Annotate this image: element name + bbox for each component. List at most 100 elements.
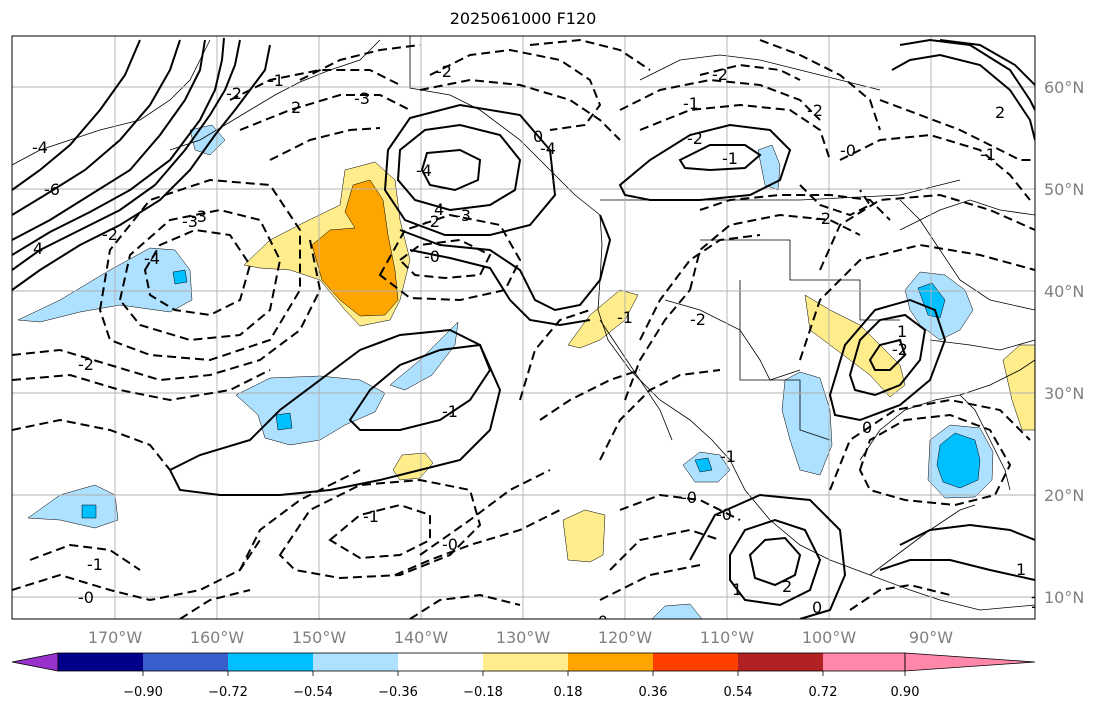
colorbar: −0.90 −0.72 −0.54 −0.36 −0.18 0.18 0.36 … [11,652,1036,700]
colorbar-segment [738,653,823,671]
colorbar-tick-label: −0.90 [123,685,163,700]
shade-yellow [562,509,606,563]
negative-contours [12,38,1035,619]
contour-label: -1 [720,447,736,466]
colorbar-segment [483,653,568,671]
contour-label: -2 [687,129,703,148]
contour-label: 2 [995,103,1005,122]
contour-label: -1 [363,507,379,526]
lon-label: 150°W [292,628,347,647]
colorbar-frame [57,652,906,672]
map-title: 2025061000 F120 [449,9,597,28]
contour-label: -2 [712,65,728,84]
contour-label: -3 [191,207,207,226]
colorbar-segment [58,653,143,671]
contour-label: 0 [862,418,872,437]
lat-label: 30°N [1044,384,1084,403]
map-background [12,36,1035,619]
contour-label: -0 [442,535,458,554]
colorbar-segment [143,653,228,671]
shade-blue [81,504,97,519]
colorbar-tick-label: 0.72 [809,685,838,700]
contour-labels: -2 -3 -1 -2 2 -1 -4 -2 -4 -3 0 1 -2 -1 -… [32,62,1040,631]
shade-yellow [804,294,906,398]
contour-label: -1 [683,94,699,113]
contour-label: -2 [102,225,118,244]
lon-label: 130°W [496,628,551,647]
colorbar-min-extend [11,652,59,672]
colorbar-tick-label: 0.54 [724,685,753,700]
contour-label: -0 [592,612,608,631]
colorbar-tick-label: −0.18 [463,685,503,700]
colorbar-tick-label: −0.36 [378,685,418,700]
contour-label: -0 [840,141,856,160]
colorbar-segment [313,653,398,671]
colorbar-segment [398,653,483,671]
contour-label: -4 [540,139,556,158]
contour-label: -2 [78,355,94,374]
latitude-labels: 60°N 50°N 40°N 30°N 20°N 10°N [1044,78,1084,607]
contour-label: -0 [424,247,440,266]
longitude-labels: 170°W 160°W 150°W 140°W 130°W 120°W 110°… [88,628,953,647]
contour-label: -4 [32,138,48,157]
contour-label: -2 [815,209,831,228]
lon-label: 90°W [909,628,953,647]
shade-light-blue [651,603,703,619]
contour-label: -1 [87,555,103,574]
shade-orange [311,179,399,317]
positive-contours [12,37,1035,619]
contour-label: 1 [1016,560,1026,579]
contour-label: 1 [732,580,742,599]
contour-label: -3 [455,206,471,225]
shade-blue [694,457,713,473]
shade-light-blue [757,144,781,191]
contour-label: -2 [690,310,706,329]
contour-label: 1 [1030,593,1040,612]
colorbar-segment [823,653,905,671]
lat-label: 10°N [1044,588,1084,607]
contour-label: -1 [442,402,458,421]
contour-label: -6 [44,180,60,199]
contour-label: -3 [182,212,198,231]
colorbar-tick-label: 0.18 [554,685,583,700]
contour-label: 1 [897,322,907,341]
shade-yellow [1002,344,1035,431]
contour-label: 4 [434,200,444,219]
lat-label: 40°N [1044,282,1084,301]
shade-blue [275,412,293,431]
colorbar-tick-label: −0.72 [208,685,248,700]
contour-label: -1 [722,149,738,168]
contour-label: 4 [33,239,43,258]
colorbar-tick-label: 0.90 [891,685,920,700]
shade-light-blue [781,371,833,476]
contour-label: 0 [533,127,543,146]
lon-label: 140°W [394,628,449,647]
contour-label: -4 [144,249,160,268]
colorbar-segment [228,653,313,671]
contour-label: -1 [980,145,996,164]
contour-label: -3 [354,89,370,108]
shade-light-blue [17,247,193,323]
contour-label: 2 [782,577,792,596]
colorbar-segment [568,653,653,671]
shade-blue [172,269,188,285]
shade-blue [936,432,981,489]
lon-label: 110°W [700,628,755,647]
contour-label: -0 [78,588,94,607]
shade-blue [917,282,946,319]
lon-label: 120°W [598,628,653,647]
contour-label: -0 [716,505,732,524]
contour-label: -1 [268,71,284,90]
lon-label: 100°W [802,628,857,647]
map-frame [11,35,1036,620]
contour-label: -1 [617,308,633,327]
contour-label: -2 [892,340,908,359]
lat-label: 20°N [1044,486,1084,505]
contour-label: -4 [416,161,432,180]
contour-label: -2 [226,84,242,103]
lon-label: 170°W [88,628,143,647]
contour-label: -2 [807,101,823,120]
shaded-fields [17,124,1035,619]
contour-label: -0 [681,488,697,507]
contour-label: -2 [424,212,440,231]
